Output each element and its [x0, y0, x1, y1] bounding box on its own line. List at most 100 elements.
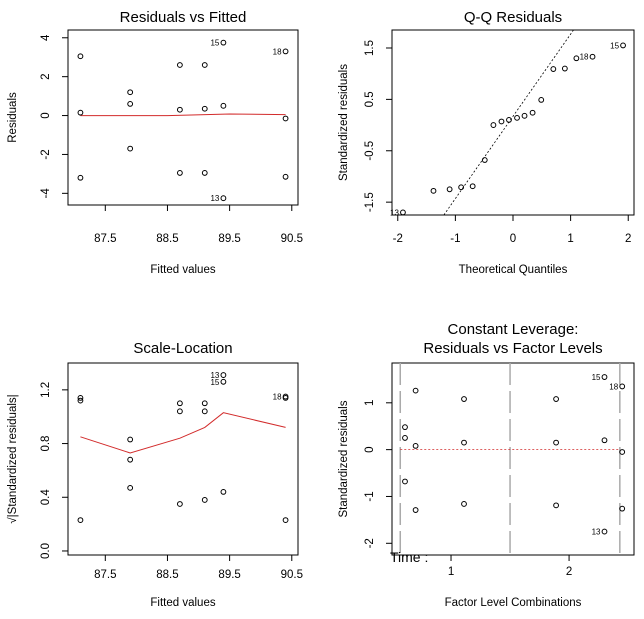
x-tick-label: 89.5 — [218, 569, 240, 581]
data-point — [553, 396, 559, 402]
y-tick-label: -2 — [40, 149, 52, 159]
data-point — [601, 437, 608, 444]
data-point — [521, 112, 528, 119]
data-point — [77, 397, 84, 404]
data-point — [127, 145, 134, 152]
y-axis-label: Residuals — [7, 92, 19, 143]
data-point — [412, 442, 419, 449]
data-point — [176, 106, 183, 113]
data-point — [461, 439, 467, 446]
data-point — [469, 183, 476, 190]
smooth-line — [80, 412, 286, 454]
point-label: 13 — [390, 208, 399, 217]
data-point — [589, 53, 596, 60]
data-point — [220, 488, 227, 495]
data-point — [619, 449, 626, 455]
plot-panel-4: Constant Leverage: Residuals vs Factor Le… — [338, 321, 635, 609]
data-point — [127, 456, 134, 463]
point-label: 18 — [580, 53, 589, 62]
data-point — [127, 436, 134, 443]
data-point — [176, 400, 183, 407]
data-point — [498, 118, 505, 125]
x-tick-label: 2 — [625, 233, 631, 245]
data-point — [176, 170, 183, 176]
data-point — [282, 48, 289, 55]
plot-frame — [391, 362, 635, 556]
x-tick-label: 87.5 — [94, 569, 116, 581]
data-point — [458, 184, 465, 191]
y-tick-label: -4 — [40, 188, 52, 199]
data-point — [402, 435, 408, 441]
point-label: 15 — [610, 41, 619, 50]
plot-panel-3: Scale-Location Fitted values √|Standardize… — [6, 340, 303, 609]
data-point — [282, 395, 289, 401]
x-tick-label: 87.5 — [94, 233, 116, 245]
data-point — [430, 187, 437, 194]
plot-frame — [391, 29, 635, 216]
data-point — [77, 395, 84, 401]
y-tick-label: 0 — [40, 112, 52, 118]
point-label: 15 — [210, 39, 219, 48]
data-point — [553, 439, 559, 446]
y-tick-label: -1 — [364, 491, 376, 501]
data-point — [481, 157, 488, 163]
x-axis-label: Factor Level Combinations — [445, 597, 582, 609]
data-point — [402, 424, 408, 431]
y-tick-label: 0.4 — [40, 489, 52, 506]
x-tick-label: -2 — [393, 233, 403, 245]
x-tick-label: 2 — [566, 566, 572, 578]
data-point — [619, 505, 626, 512]
data-point — [412, 507, 419, 513]
smooth-line — [80, 113, 286, 117]
x-tick-label: 90.5 — [281, 233, 303, 245]
data-point — [282, 115, 289, 122]
data-point — [461, 501, 467, 507]
point-label: 15 — [210, 378, 219, 387]
data-point — [127, 484, 134, 491]
x-tick-label: 88.5 — [156, 233, 178, 245]
data-point — [506, 117, 512, 123]
y-tick-label: -0.5 — [364, 141, 376, 161]
plot-frame — [67, 29, 299, 206]
data-point — [220, 102, 227, 109]
data-point — [400, 209, 406, 216]
data-point — [620, 42, 626, 49]
data-point — [412, 387, 419, 394]
x-tick-label: 88.5 — [156, 569, 178, 581]
point-label: 18 — [273, 393, 282, 402]
x-tick-label: 1 — [448, 566, 454, 578]
data-point — [514, 114, 520, 121]
point-label: 18 — [609, 382, 618, 391]
data-point — [220, 372, 227, 378]
x-axis-label: Fitted values — [150, 597, 215, 609]
data-point — [550, 66, 557, 72]
x-tick-label: 89.5 — [218, 233, 240, 245]
y-tick-label: 4 — [40, 34, 52, 41]
x-axis-label: Theoretical Quantiles — [459, 264, 568, 276]
data-point — [77, 109, 84, 116]
data-point — [601, 374, 608, 380]
data-point — [220, 378, 227, 385]
data-point — [176, 408, 183, 415]
data-point — [446, 186, 453, 193]
y-tick-label: -2 — [364, 538, 376, 548]
point-label: 13 — [592, 528, 601, 537]
y-tick-label: 1.2 — [40, 382, 52, 398]
y-axis-label: Standardized residuals — [338, 400, 350, 517]
y-tick-label: 1.5 — [364, 40, 376, 56]
data-point — [561, 65, 568, 72]
plot-panel-1: Residuals vs Fitted Fitted values Residual… — [7, 9, 303, 276]
data-point — [553, 502, 559, 509]
point-label: 13 — [210, 194, 219, 203]
plot-title: Residuals vs Fitted — [120, 9, 247, 26]
point-label: 13 — [210, 371, 219, 380]
y-tick-label: 0.8 — [40, 436, 52, 452]
plot-title: Q-Q Residuals — [464, 9, 562, 26]
data-point — [282, 517, 289, 523]
data-point — [461, 396, 467, 402]
y-tick-label: 0 — [364, 446, 376, 452]
y-tick-label: -1.5 — [364, 192, 376, 212]
plot-title: Scale-Location — [133, 340, 232, 357]
data-point — [601, 528, 608, 535]
data-point — [77, 517, 84, 523]
